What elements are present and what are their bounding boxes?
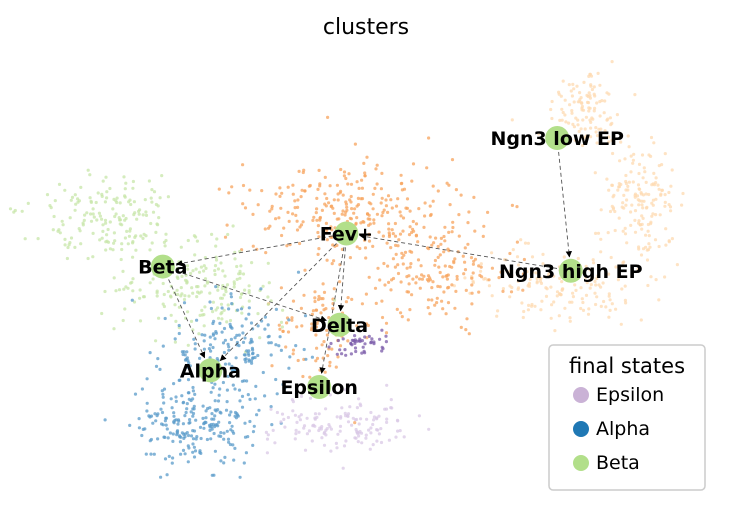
- legend: final states Epsilon Alpha Beta: [548, 344, 706, 491]
- legend-label-beta: Beta: [596, 452, 640, 474]
- node-alpha: [198, 358, 223, 383]
- legend-box: [548, 344, 706, 491]
- legend-label-epsilon: Epsilon: [596, 384, 664, 406]
- label-ngn3-high-ep: Ngn3 high EP: [499, 261, 643, 283]
- label-ngn3-low-ep: Ngn3 low EP: [490, 128, 624, 150]
- label-beta: Beta: [138, 257, 187, 279]
- label-alpha: Alpha: [180, 360, 241, 382]
- legend-marker-alpha: [573, 421, 589, 437]
- chart-title: clusters: [323, 15, 409, 40]
- edge-fev-to-beta: [175, 235, 333, 267]
- edge-fev-to-alpha: [219, 243, 337, 361]
- node-fev: [334, 221, 359, 246]
- edge-fev-to-delta: [337, 247, 346, 312]
- legend-label-alpha: Alpha: [596, 418, 650, 440]
- edge-ngn3-low-ep-to-ngn3-high-ep: [558, 151, 572, 258]
- node-beta: [150, 254, 175, 279]
- node-ngn3-high-ep: [558, 258, 583, 283]
- cluster-labels: Ngn3 low EP Ngn3 high EP Fev+ Beta Alpha Delt…: [138, 128, 642, 399]
- legend-entries: Epsilon Alpha Beta: [573, 384, 664, 474]
- legend-marker-epsilon: [573, 387, 589, 403]
- node-ngn3-low-ep: [545, 126, 570, 150]
- legend-marker-beta: [573, 455, 589, 471]
- legend-title: final states: [569, 354, 685, 378]
- node-epsilon: [307, 375, 332, 399]
- node-delta: [327, 312, 352, 337]
- edge-beta-to-alpha: [168, 279, 206, 359]
- cluster-nodes: [150, 126, 583, 399]
- transition-edges: [168, 151, 572, 374]
- edge-beta-to-delta: [175, 270, 327, 322]
- edge-fev-to-epsilon: [319, 247, 345, 374]
- label-epsilon: Epsilon: [280, 377, 358, 399]
- label-fev: Fev+: [320, 224, 373, 246]
- label-delta: Delta: [311, 315, 368, 337]
- edge-ngn3-high-ep-to-fev: [359, 233, 558, 269]
- cell-points: [8, 60, 685, 479]
